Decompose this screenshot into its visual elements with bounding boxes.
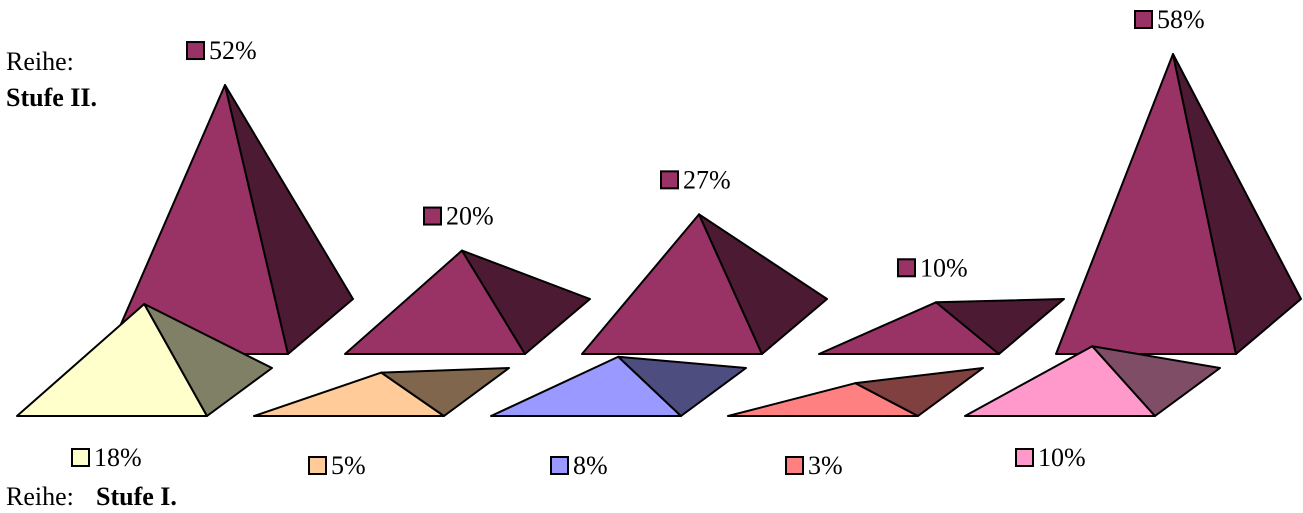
stufe-2-pyramid-4-side-face <box>935 298 1065 355</box>
stufe-1-pyramid-3-side-face <box>617 355 747 417</box>
stufe-2-label-4: 10% <box>897 253 968 282</box>
data-labels: 52% 20% 27% 10% 58% 18% 5% 8% 3% 10% <box>71 5 1205 480</box>
stufe-2-label-5: 58% <box>1134 5 1205 34</box>
stufe-2-label-3: 27% <box>660 165 731 194</box>
series-stufe-2-pyramids <box>107 53 1302 355</box>
stufe-1-label-3: 8% <box>550 451 608 480</box>
stufe-1-label-4-text: 3% <box>808 451 843 480</box>
stufe-1-label-5-text: 10% <box>1038 443 1086 472</box>
stufe-1-label-1-swatch <box>71 448 90 467</box>
stufe-2-label-1-swatch <box>186 41 205 61</box>
stufe-1-label-1-text: 18% <box>94 443 142 472</box>
stufe-2-label-2-swatch <box>423 206 442 226</box>
stufe-2-label-2-text: 20% <box>446 202 494 231</box>
legend-series-1-name: Stufe I. <box>96 482 177 511</box>
stufe-1-pyramid-4-side-face <box>854 367 984 417</box>
stufe-2-label-5-swatch <box>1134 10 1153 29</box>
stufe-1-label-1: 18% <box>71 443 142 472</box>
stufe-1-label-5: 10% <box>1015 443 1086 472</box>
stufe-2-label-2: 20% <box>423 202 494 231</box>
stufe-1-pyramid-1-side-face <box>143 303 273 417</box>
stufe-2-pyramid-3-side-face <box>698 213 828 355</box>
stufe-2-label-5-text: 58% <box>1157 5 1205 34</box>
stufe-1-label-4: 3% <box>785 451 843 480</box>
stufe-2-pyramid-5-side-face <box>1172 53 1302 355</box>
stufe-1-pyramid-2-side-face <box>380 367 510 417</box>
legend-series-1-prefix: Reihe: <box>6 482 74 511</box>
stufe-1-pyramid-5-side-face <box>1091 345 1221 417</box>
stufe-2-label-4-text: 10% <box>920 253 968 282</box>
stufe-1-label-5-swatch <box>1015 448 1034 467</box>
stufe-1-label-2: 5% <box>308 451 366 480</box>
stufe-2-pyramid-2-side-face <box>461 249 591 355</box>
series-stufe-1-pyramids <box>16 303 1221 417</box>
stufe-2-label-4-swatch <box>897 258 916 278</box>
stufe-2-label-3-swatch <box>660 170 679 190</box>
stufe-2-label-1: 52% <box>186 36 257 65</box>
stufe-1-label-2-swatch <box>308 456 327 475</box>
legend-series-2-name: Stufe II. <box>6 83 97 112</box>
legend-series-2-prefix: Reihe: <box>6 47 74 76</box>
stufe-1-label-3-swatch <box>550 456 569 475</box>
stufe-1-label-2-text: 5% <box>331 451 366 480</box>
stufe-2-pyramid-1-side-face <box>224 84 354 355</box>
stufe-1-label-3-text: 8% <box>573 451 608 480</box>
stufe-2-label-1-text: 52% <box>209 36 257 65</box>
stufe-1-label-4-swatch <box>785 456 804 475</box>
stufe-2-label-3-text: 27% <box>683 165 731 194</box>
